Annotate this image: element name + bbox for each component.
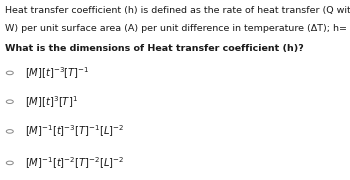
Text: W) per unit surface area (A) per unit difference in temperature (ΔT); h= Q/(A x : W) per unit surface area (A) per unit di… (5, 24, 350, 33)
Text: Heat transfer coefficient (h) is defined as the rate of heat transfer (Q with SI: Heat transfer coefficient (h) is defined… (5, 6, 350, 15)
Text: $[M]^{-1}[t]^{-3}[T]^{-1}[L]^{-2}$: $[M]^{-1}[t]^{-3}[T]^{-1}[L]^{-2}$ (25, 124, 124, 139)
Text: $[M]^{-1}[t]^{-2}[T]^{-2}[L]^{-2}$: $[M]^{-1}[t]^{-2}[T]^{-2}[L]^{-2}$ (25, 155, 124, 171)
Text: $[M][t]^{3}[T]^{1}$: $[M][t]^{3}[T]^{1}$ (25, 94, 77, 109)
Text: What is the dimensions of Heat transfer coefficient (h)?: What is the dimensions of Heat transfer … (5, 44, 304, 53)
Text: $[M][t]^{-3}[T]^{-1}$: $[M][t]^{-3}[T]^{-1}$ (25, 65, 89, 81)
